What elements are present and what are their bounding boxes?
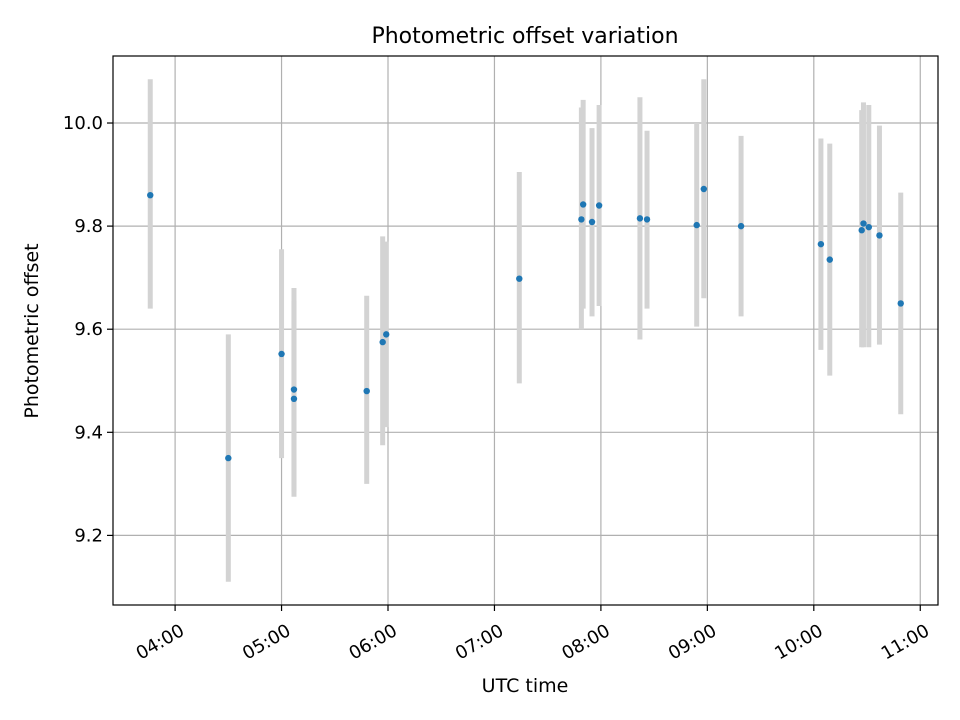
y-tick-label: 10.0 — [63, 113, 103, 134]
data-point — [516, 275, 523, 282]
grid — [113, 56, 938, 605]
data-point — [147, 191, 154, 199]
chart-title: Photometric offset variation — [371, 24, 678, 49]
y-tick-label: 9.8 — [74, 216, 103, 237]
data-point — [817, 240, 825, 248]
data-point — [278, 350, 285, 358]
data-point — [826, 256, 833, 263]
data-point — [379, 338, 386, 346]
data-point — [737, 222, 745, 230]
data-point — [865, 223, 873, 231]
data-point — [383, 331, 390, 338]
data-point — [290, 386, 298, 393]
data-point — [578, 216, 585, 223]
y-axis-label: Photometric offset — [21, 243, 43, 418]
data-point — [363, 387, 370, 395]
data-point — [225, 454, 232, 462]
y-tick-label: 9.6 — [74, 319, 103, 340]
y-tick-label: 9.4 — [74, 422, 103, 443]
x-axis-label: UTC time — [482, 675, 569, 697]
data-point — [860, 220, 867, 227]
data-point — [693, 221, 700, 229]
y-tick-label: 9.2 — [74, 525, 103, 546]
data-point — [579, 201, 587, 208]
data-point — [636, 215, 644, 222]
data-point — [897, 300, 904, 307]
data-point — [700, 185, 708, 193]
data-point — [595, 202, 603, 209]
plot-frame — [112, 55, 939, 606]
data-point — [588, 218, 596, 226]
data-point — [858, 227, 865, 234]
data-point — [643, 216, 651, 223]
data-point — [876, 232, 883, 239]
data-point — [290, 395, 298, 403]
data-points — [147, 185, 904, 462]
